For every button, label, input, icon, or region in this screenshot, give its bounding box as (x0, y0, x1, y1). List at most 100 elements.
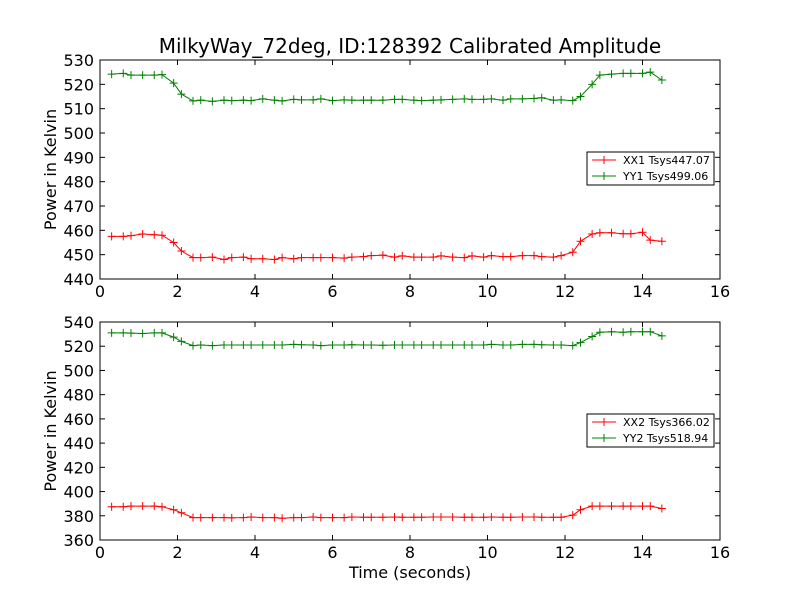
data-point-marker (468, 341, 476, 350)
data-point-marker (576, 338, 585, 347)
data-point-marker (278, 96, 287, 105)
data-point-marker (499, 96, 507, 105)
data-point-marker (409, 96, 418, 105)
data-point-marker (220, 341, 228, 350)
legend-marker (600, 156, 608, 164)
y-axis-label: Power in Kelvin (41, 109, 60, 230)
data-point-marker (239, 341, 248, 350)
data-point-marker (239, 253, 248, 262)
chart-title: MilkyWay_72deg, ID:128392 Calibrated Amp… (159, 34, 661, 58)
data-point-marker (549, 96, 558, 105)
data-point-marker (595, 328, 604, 337)
data-point-marker (657, 504, 666, 513)
data-point-marker (657, 331, 666, 340)
series-yy-line (107, 68, 666, 106)
data-point-marker (107, 70, 116, 79)
data-point-marker (138, 329, 147, 338)
data-point-marker (518, 512, 527, 521)
data-point-marker (518, 251, 527, 260)
data-point-marker (208, 341, 217, 350)
data-point-marker (537, 93, 546, 102)
data-point-marker (595, 502, 604, 511)
data-point-marker (258, 513, 267, 522)
x-tick-label: 0 (95, 543, 105, 562)
top-plot: 0 2 4 6 8 10 12 14 16 440 450 460 470 480 490 500 510 520… (41, 51, 730, 301)
y-tick-label: 360 (63, 531, 94, 550)
data-point-marker (278, 514, 287, 523)
data-point-marker (646, 327, 655, 336)
data-point-marker (247, 254, 256, 263)
data-point-marker (638, 228, 647, 237)
data-point-marker (595, 228, 604, 237)
data-point-marker (340, 341, 349, 350)
data-point-marker (328, 96, 337, 105)
data-point-marker (138, 502, 147, 511)
data-point-marker (169, 238, 178, 247)
data-point-marker (448, 253, 457, 262)
data-point-marker (169, 505, 178, 514)
data-point-marker (576, 92, 585, 101)
data-point-marker (208, 253, 217, 262)
data-point-marker (150, 71, 159, 80)
data-point-marker (460, 341, 469, 350)
data-point-marker (158, 328, 166, 337)
y-tick-label: 510 (63, 100, 94, 119)
data-point-marker (626, 69, 635, 78)
y-tick-label: 380 (63, 507, 94, 526)
data-point-marker (409, 513, 418, 522)
data-point-marker (657, 75, 666, 84)
data-point-marker (506, 341, 515, 350)
data-point-marker (220, 96, 228, 105)
legend-marker (600, 418, 608, 426)
data-point-marker (557, 341, 566, 350)
data-point-marker (429, 341, 438, 350)
data-point-marker (127, 231, 135, 240)
data-point-marker (390, 95, 399, 104)
x-tick-label: 0 (95, 282, 105, 301)
data-point-marker (127, 329, 135, 338)
data-point-marker (646, 68, 655, 77)
data-point-marker (316, 341, 325, 350)
legend-label: XX2 Tsys366.02 (623, 416, 710, 429)
data-point-marker (487, 94, 496, 103)
data-point-marker (220, 255, 228, 264)
x-tick-label: 2 (172, 282, 182, 301)
data-point-marker (537, 252, 546, 261)
data-point-marker (390, 341, 399, 350)
data-point-marker (359, 252, 368, 261)
data-point-marker (359, 341, 368, 350)
data-point-marker (347, 512, 356, 521)
x-tick-label: 4 (250, 543, 260, 562)
y-tick-label: 530 (63, 51, 94, 70)
data-point-marker (119, 232, 128, 241)
data-point-marker (289, 254, 298, 263)
data-point-marker (429, 96, 438, 105)
data-point-marker (619, 229, 628, 238)
data-point-marker (328, 341, 337, 350)
data-point-marker (429, 512, 438, 521)
data-point-marker (196, 341, 205, 350)
data-point-marker (506, 252, 515, 261)
data-point-marker (107, 328, 116, 337)
data-point-marker (278, 253, 287, 262)
y-tick-label: 520 (63, 75, 94, 94)
x-tick-label: 6 (327, 543, 337, 562)
data-point-marker (595, 71, 604, 80)
y-tick-label: 500 (63, 124, 94, 143)
x-tick-label: 12 (555, 543, 575, 562)
data-point-marker (138, 71, 147, 80)
data-point-marker (158, 70, 166, 79)
data-point-marker (328, 253, 337, 262)
data-point-marker (309, 512, 318, 521)
data-point-marker (506, 513, 515, 522)
data-point-marker (626, 502, 635, 511)
data-point-marker (107, 232, 116, 241)
data-point-marker (367, 513, 376, 522)
data-point-marker (468, 513, 476, 522)
legend-box (586, 151, 715, 186)
data-point-marker (479, 513, 488, 522)
data-point-marker (158, 231, 166, 240)
data-point-marker (367, 341, 376, 350)
data-point-marker (607, 502, 616, 511)
